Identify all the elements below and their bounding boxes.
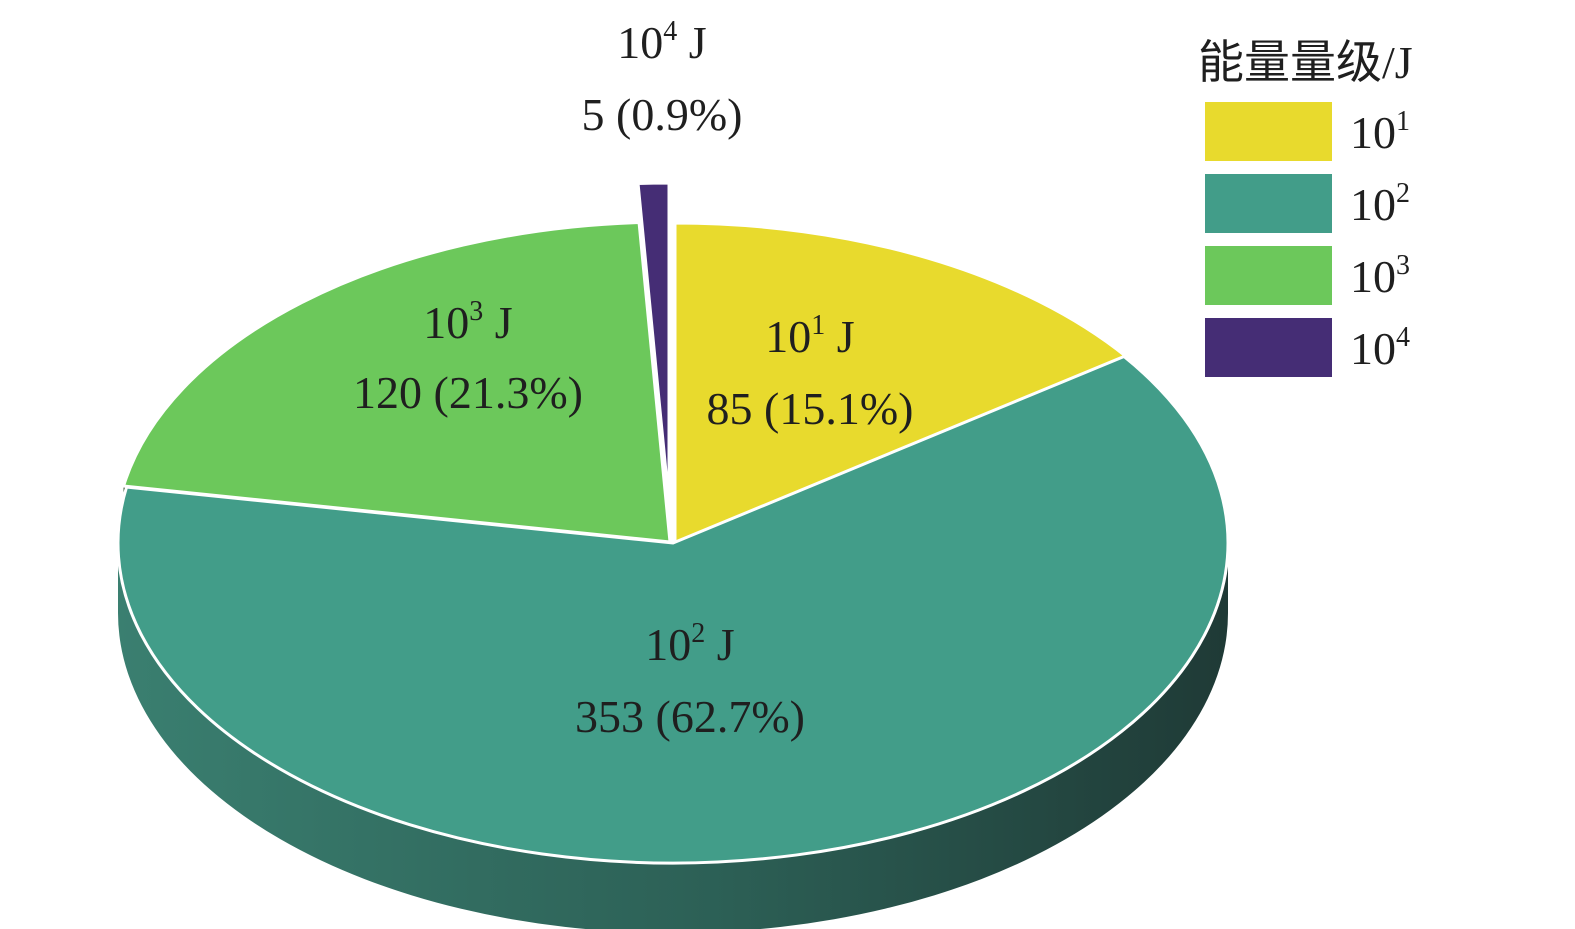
legend-swatch-10-1 <box>1205 102 1332 161</box>
slice-label-energy-10-1: 101 J <box>765 310 854 362</box>
slice-label-count-10-1: 85 (15.1%) <box>707 383 914 434</box>
slice-label-count-10-3: 120 (21.3%) <box>353 367 583 418</box>
legend-label-10-3: 103 <box>1350 250 1410 302</box>
pie-slices <box>116 181 1230 929</box>
pie-slice-10-3 <box>121 220 672 544</box>
pie-slice-10-1 <box>673 221 1129 546</box>
legend: 能量量级/J 101 102 103 104 <box>1198 37 1413 377</box>
legend-label-10-4: 104 <box>1350 322 1410 374</box>
legend-swatch-10-4 <box>1205 318 1332 377</box>
legend-label-10-2: 102 <box>1350 178 1410 230</box>
legend-title: 能量量级/J <box>1198 37 1413 88</box>
legend-label-10-1: 101 <box>1350 106 1410 158</box>
legend-swatch-10-3 <box>1205 246 1332 305</box>
slice-labels: 101 J 85 (15.1%) 102 J 353 (62.7%) 103 J 120 … <box>353 16 913 742</box>
slice-label-energy-10-4: 104 J <box>617 16 706 68</box>
pie-slice-10-4 <box>636 181 671 504</box>
pie-slice-10-2 <box>116 354 1230 865</box>
slice-label-energy-10-3: 103 J <box>423 296 512 348</box>
legend-swatch-10-2 <box>1205 174 1332 233</box>
slice-label-energy-10-2: 102 J <box>645 618 734 670</box>
slice-label-count-10-4: 5 (0.9%) <box>582 89 743 140</box>
pie-slice-side-10-2 <box>118 543 1228 929</box>
slice-label-count-10-2: 353 (62.7%) <box>575 691 805 742</box>
